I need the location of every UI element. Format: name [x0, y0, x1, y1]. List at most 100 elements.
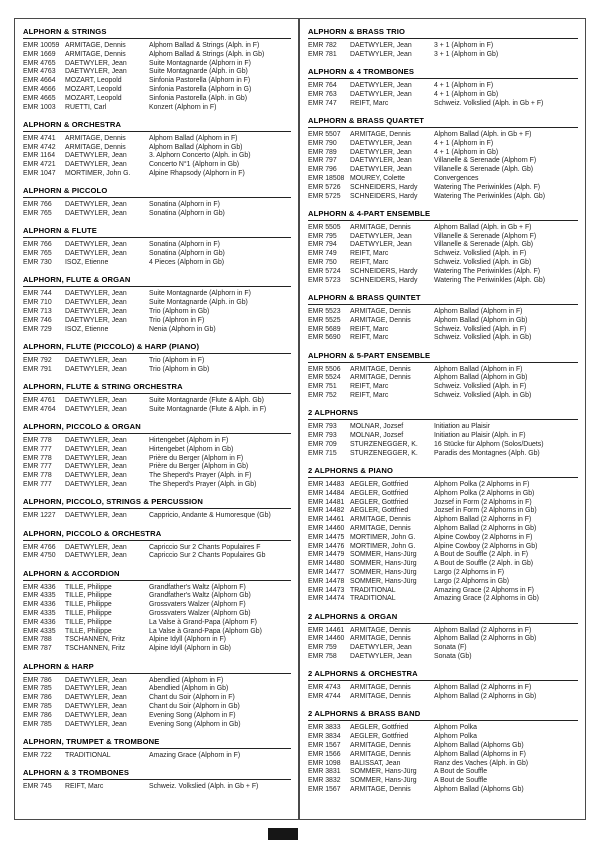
- catalog-entry-row: EMR 786 DAETWYLER, Jean Evening Song (Alph…: [23, 712, 291, 721]
- catalog-entry-row: EMR 789 DAETWYLER, Jean 4 + 1 (Alphorn in …: [308, 149, 578, 158]
- catalog-entry-row: EMR 782 DAETWYLER, Jean 3 + 1 (Alphorn in …: [308, 42, 578, 51]
- composer-name: MORTIMER, John G.: [65, 170, 131, 178]
- catalog-entry-row: EMR 14473 TRADITIONAL Amazing Grace (2 Alp…: [308, 587, 578, 596]
- emr-number: EMR 14473: [308, 586, 345, 594]
- catalog-entry-row: EMR 1669 ARMITAGE, Dennis Alphorn Ballad &…: [23, 51, 291, 60]
- piece-title: Suite Montagnarde (Flute & Alph. Gb): [149, 396, 264, 404]
- catalog-section: 2 ALPHORNS & PIANO EMR 14483 AEGLER, Gottf…: [308, 466, 578, 604]
- composer-name: ARMITAGE, Dennis: [350, 516, 411, 524]
- piece-title: 4 + 1 (Alphorn in Gb): [434, 148, 499, 156]
- catalog-entry-row: EMR 3831 SOMMER, Hans-Jürg A Bout de Souff…: [308, 768, 578, 777]
- emr-number: EMR 4721: [23, 161, 56, 169]
- piece-title: Trio (Alphorn in Gb): [149, 307, 210, 315]
- emr-number: EMR 5505: [308, 223, 341, 231]
- section-header: ALPHORN & STRINGS: [23, 27, 291, 39]
- section-header: ALPHORN, PICCOLO & ORGAN: [23, 422, 291, 435]
- piece-title: Alphorn Ballad (2 Alphorns in F): [434, 626, 532, 634]
- catalog-entry-row: EMR 5689 REIFT, Marc Schweiz. Volkslied (A…: [308, 326, 578, 335]
- catalog-section: ALPHORN & FLUTE EMR 766 DAETWYLER, Jean Son…: [23, 226, 291, 267]
- composer-name: DAETWYLER, Jean: [65, 702, 127, 710]
- emr-number: EMR 710: [23, 299, 52, 307]
- emr-number: EMR 14476: [308, 542, 345, 550]
- catalog-entry-row: EMR 763 DAETWYLER, Jean 4 + 1 (Alphorn in …: [308, 91, 578, 100]
- piece-title: Schweiz. Volkslied (Alph. in Gb): [434, 259, 532, 267]
- composer-name: DAETWYLER, Jean: [65, 720, 127, 728]
- catalog-entry-row: EMR 5525 ARMITAGE, Dennis Alphorn Ballad (…: [308, 317, 578, 326]
- catalog-section: ALPHORN, FLUTE & ORGAN EMR 744 DAETWYLER, …: [23, 275, 291, 334]
- piece-title: Sinfonia Pastorella (Alphorn in F): [149, 77, 251, 85]
- catalog-entry-row: EMR 747 REIFT, Marc Schweiz. Volkslied (Al…: [308, 100, 578, 109]
- catalog-entry-row: EMR 4761 DAETWYLER, Jean Suite Montagnarde…: [23, 397, 291, 406]
- catalog-section: ALPHORN, TRUMPET & TROMBONE EMR 722 TRADIT…: [23, 737, 291, 761]
- composer-name: TRADITIONAL: [350, 586, 396, 594]
- emr-number: EMR 749: [308, 250, 337, 258]
- composer-name: DAETWYLER, Jean: [65, 241, 127, 249]
- emr-number: EMR 787: [23, 645, 52, 653]
- emr-number: EMR 785: [23, 702, 52, 710]
- composer-name: REIFT, Marc: [350, 250, 389, 258]
- emr-number: EMR 746: [23, 316, 52, 324]
- piece-title: Alphorn Ballad (Alphorn in Gb): [149, 143, 243, 151]
- composer-name: DAETWYLER, Jean: [65, 405, 127, 413]
- piece-title: La Valse à Grand-Papa (Alphorn Gb): [149, 627, 262, 635]
- piece-title: Alphorn Ballad (Alphorns Gb): [434, 786, 524, 794]
- catalog-entry-row: EMR 759 DAETWYLER, Jean Sonata (F): [308, 644, 578, 653]
- composer-name: MOLNAR, Jozsef: [350, 423, 404, 431]
- composer-name: ARMITAGE, Dennis: [65, 134, 126, 142]
- piece-title: Abendlied (Alphorn in Gb): [149, 685, 229, 693]
- piece-title: Watering The Periwinkles (Alph. Gb): [434, 276, 546, 284]
- composer-name: ARMITAGE, Dennis: [350, 374, 411, 382]
- catalog-entry-row: EMR 786 DAETWYLER, Jean Chant du Soir (Alp…: [23, 694, 291, 703]
- catalog-entry-row: EMR 788 TSCHANNEN, Fritz Alpine Idyll (Alp…: [23, 636, 291, 645]
- catalog-entry-row: EMR 4743 ARMITAGE, Dennis Alphorn Ballad (…: [308, 684, 578, 693]
- catalog-entry-row: EMR 18508 MOUREY, Colette Convergences: [308, 175, 578, 184]
- composer-name: REIFT, Marc: [350, 392, 389, 400]
- emr-number: EMR 18508: [308, 174, 345, 182]
- composer-name: STURZENEGGER, K.: [350, 440, 418, 448]
- catalog-entry-row: EMR 730 ISOZ, Etienne 4 Pieces (Alphorn in…: [23, 259, 291, 268]
- catalog-entry-row: EMR 766 DAETWYLER, Jean Sonatina (Alphorn …: [23, 241, 291, 250]
- composer-name: REIFT, Marc: [350, 259, 389, 267]
- composer-name: AEGLER, Gottfried: [350, 489, 409, 497]
- composer-name: DAETWYLER, Jean: [65, 161, 127, 169]
- piece-title: Alphorn Ballad & Strings (Alph. in Gb): [149, 50, 265, 58]
- catalog-entry-row: EMR 3832 SOMMER, Hans-Jürg A Bout de Souff…: [308, 777, 578, 786]
- composer-name: MOZART, Leopold: [65, 85, 122, 93]
- catalog-entry-row: EMR 4336 TILLE, Philippe Grandfather's Wal…: [23, 584, 291, 593]
- catalog-section: 2 ALPHORNS EMR 793 MOLNAR, Jozsef Initiatio…: [308, 408, 578, 458]
- piece-title: 16 Stücke für Alphorn (Solos/Duets): [434, 440, 544, 448]
- emr-number: EMR 791: [23, 365, 52, 373]
- composer-name: DAETWYLER, Jean: [350, 241, 412, 249]
- composer-name: ARMITAGE, Dennis: [350, 524, 411, 532]
- emr-number: EMR 778: [23, 472, 52, 480]
- composer-name: DAETWYLER, Jean: [350, 148, 412, 156]
- section-header: ALPHORN & 4 TROMBONES: [308, 67, 578, 80]
- piece-title: Evening Song (Alphorn in F): [149, 711, 236, 719]
- emr-number: EMR 4764: [23, 405, 56, 413]
- emr-number: EMR 5524: [308, 374, 341, 382]
- composer-name: ARMITAGE, Dennis: [350, 742, 411, 750]
- emr-number: EMR 781: [308, 50, 337, 58]
- composer-name: REIFT, Marc: [350, 325, 389, 333]
- emr-number: EMR 786: [23, 711, 52, 719]
- piece-title: Amazing Grace (2 Alphorns in Gb): [434, 595, 539, 603]
- emr-number: EMR 758: [308, 653, 337, 661]
- emr-number: EMR 786: [23, 694, 52, 702]
- piece-title: Sonatina (Alphorn in Gb): [149, 210, 225, 218]
- catalog-entry-row: EMR 10059 ARMITAGE, Dennis Alphorn Ballad …: [23, 42, 291, 51]
- catalog-entry-row: EMR 793 MOLNAR, Jozsef Initiation au Plais…: [308, 423, 578, 432]
- emr-number: EMR 730: [23, 259, 52, 267]
- composer-name: DAETWYLER, Jean: [350, 644, 412, 652]
- catalog-entry-row: EMR 766 DAETWYLER, Jean Sonatina (Alphorn …: [23, 201, 291, 210]
- emr-number: EMR 715: [308, 449, 337, 457]
- catalog-entry-row: EMR 14460 ARMITAGE, Dennis Alphorn Ballad …: [308, 525, 578, 534]
- composer-name: RUETTI, Carl: [65, 103, 107, 111]
- catalog-entry-row: EMR 1164 DAETWYLER, Jean 3. Alphorn Concer…: [23, 152, 291, 161]
- composer-name: ISOZ, Etienne: [65, 259, 109, 267]
- piece-title: Schweiz. Volkslied (Alph. in F): [434, 383, 527, 391]
- piece-title: Paradis des Montagnes (Alph. Gb): [434, 449, 540, 457]
- piece-title: Concerto N°1 (Alphorn in Gb): [149, 161, 240, 169]
- catalog-section: ALPHORN, PICCOLO & ORGAN EMR 778 DAETWYLER…: [23, 422, 291, 490]
- piece-title: Grossvaters Walzer (Alphorn Gb): [149, 610, 251, 618]
